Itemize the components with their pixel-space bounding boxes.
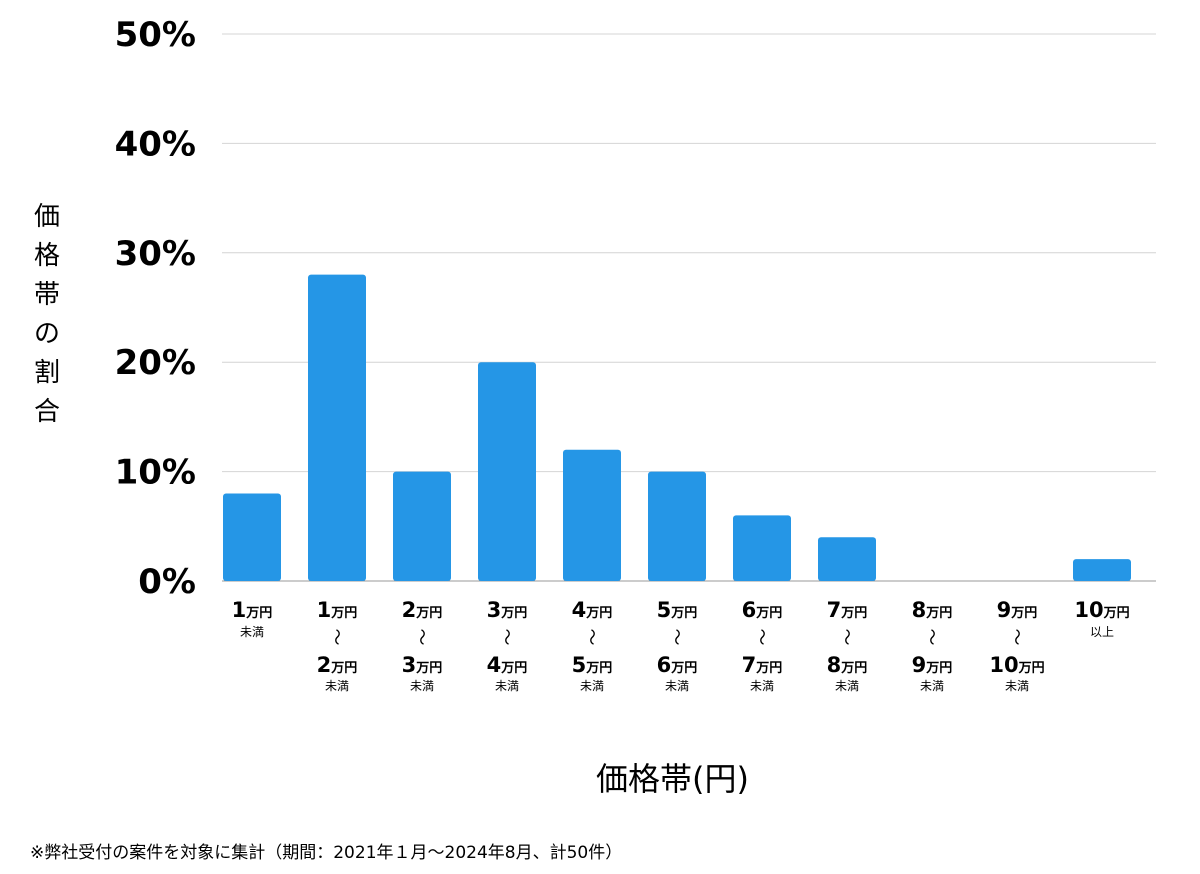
x-tick-note: 未満 <box>920 679 944 693</box>
bar <box>648 471 706 581</box>
y-tick-label: 40% <box>115 124 196 164</box>
x-tick-label-from: 2万円 <box>402 598 443 622</box>
x-tick-label-from: 3万円 <box>487 598 528 622</box>
x-tick-label-to: 7万円 <box>742 653 783 677</box>
x-tick-range-symbol: 〜 <box>496 629 516 646</box>
x-tick-label-to: 6万円 <box>657 653 698 677</box>
bar <box>478 362 536 581</box>
x-tick-note: 未満 <box>495 679 519 693</box>
bar <box>818 537 876 581</box>
x-tick-note: 以上 <box>1090 625 1114 639</box>
bar <box>308 274 366 581</box>
x-tick-label-from: 10万円 <box>1074 598 1129 622</box>
bar <box>393 471 451 581</box>
bar <box>223 493 281 581</box>
x-tick-note: 未満 <box>325 679 349 693</box>
x-tick-label-to: 10万円 <box>989 653 1044 677</box>
x-tick-label-to: 4万円 <box>487 653 528 677</box>
x-tick-label-to: 3万円 <box>402 653 443 677</box>
x-tick-label-from: 6万円 <box>742 598 783 622</box>
x-tick-note: 未満 <box>580 679 604 693</box>
x-tick-note: 未満 <box>665 679 689 693</box>
y-tick-label: 10% <box>115 453 196 493</box>
bar <box>1073 559 1131 581</box>
y-tick-label: 50% <box>115 15 196 55</box>
x-tick-note: 未満 <box>240 625 264 639</box>
x-tick-range-symbol: 〜 <box>836 629 856 646</box>
x-tick-range-symbol: 〜 <box>921 629 941 646</box>
footnote: ※弊社受付の案件を対象に集計（期間：2021年１月〜2024年8月、計50件） <box>30 843 623 863</box>
x-tick-range-symbol: 〜 <box>666 629 686 646</box>
x-tick-range-symbol: 〜 <box>326 629 346 646</box>
y-tick-label: 20% <box>115 343 196 383</box>
x-tick-label-to: 8万円 <box>827 653 868 677</box>
x-tick-label-from: 1万円 <box>232 598 273 622</box>
x-tick-note: 未満 <box>835 679 859 693</box>
x-tick-label-from: 4万円 <box>572 598 613 622</box>
x-tick-range-symbol: 〜 <box>411 629 431 646</box>
y-tick-label: 30% <box>115 234 196 274</box>
x-tick-range-symbol: 〜 <box>581 629 601 646</box>
x-tick-label-from: 5万円 <box>657 598 698 622</box>
bar <box>563 449 621 581</box>
y-tick-label: 0% <box>138 562 196 602</box>
x-tick-label-from: 1万円 <box>317 598 358 622</box>
x-tick-label-to: 2万円 <box>317 653 358 677</box>
x-tick-label-from: 7万円 <box>827 598 868 622</box>
x-tick-note: 未満 <box>750 679 774 693</box>
x-tick-note: 未満 <box>1005 679 1029 693</box>
x-tick-label-to: 9万円 <box>912 653 953 677</box>
x-tick-label-from: 9万円 <box>997 598 1038 622</box>
x-tick-range-symbol: 〜 <box>751 629 771 646</box>
x-tick-label-from: 8万円 <box>912 598 953 622</box>
bar <box>733 515 791 581</box>
y-axis-label: 価格帯の割合 <box>33 202 60 427</box>
x-axis-label: 価格帯(円) <box>596 760 749 798</box>
x-tick-range-symbol: 〜 <box>1006 629 1026 646</box>
x-tick-label-to: 5万円 <box>572 653 613 677</box>
x-tick-note: 未満 <box>410 679 434 693</box>
